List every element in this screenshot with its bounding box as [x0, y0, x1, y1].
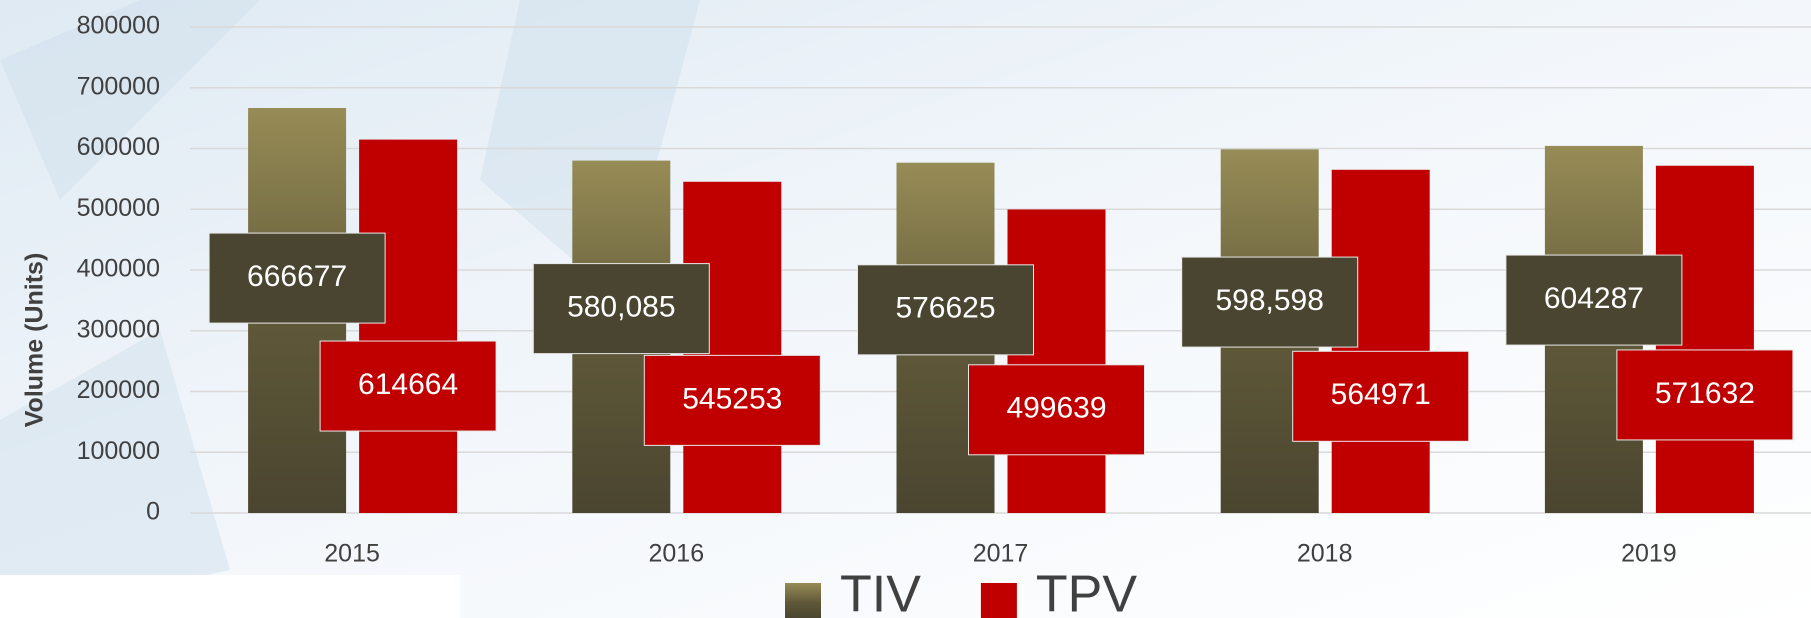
- y-tick-label: 800000: [77, 12, 160, 40]
- data-label: 571632: [1655, 377, 1755, 410]
- data-label: 576625: [895, 292, 995, 325]
- data-label: 545253: [682, 382, 782, 415]
- y-tick-label: 100000: [77, 437, 160, 465]
- data-label: 666677: [247, 260, 347, 293]
- data-label: 580,085: [567, 291, 675, 324]
- background-panel: [0, 575, 460, 618]
- data-label: 614664: [358, 368, 458, 401]
- y-tick-label: 700000: [77, 72, 160, 100]
- bar: [359, 139, 458, 513]
- x-tick-label: 2019: [1621, 540, 1677, 568]
- y-tick-label: 300000: [77, 315, 160, 343]
- data-label-box: [1292, 350, 1470, 442]
- bar: [1007, 209, 1106, 514]
- data-label-box: [319, 340, 497, 432]
- data-label: 499639: [1006, 392, 1106, 425]
- data-label: 604287: [1544, 282, 1644, 315]
- legend-label: TPV: [1036, 566, 1137, 618]
- legend-label: TIV: [840, 566, 921, 618]
- y-tick-label: 400000: [77, 255, 160, 283]
- data-label: 598,598: [1215, 284, 1323, 317]
- y-tick-label: 0: [146, 498, 160, 526]
- legend-swatch: [785, 583, 821, 618]
- data-label-box: [968, 364, 1145, 456]
- x-tick-label: 2015: [324, 540, 380, 568]
- legend-swatch: [980, 583, 1017, 618]
- x-tick-label: 2016: [648, 540, 704, 568]
- y-tick-label: 500000: [77, 194, 160, 222]
- background-shape: [0, 0, 700, 618]
- y-tick-label: 600000: [77, 133, 160, 161]
- data-label-box: [208, 232, 386, 324]
- data-label-box: [532, 263, 710, 355]
- data-label-box: [1616, 349, 1794, 441]
- y-axis-title: Volume (Units): [21, 253, 49, 428]
- data-label-box: [1505, 254, 1683, 346]
- x-tick-label: 2018: [1297, 540, 1353, 568]
- data-label: 564971: [1331, 378, 1431, 411]
- data-label-box: [643, 354, 821, 446]
- data-label-box: [857, 264, 1034, 356]
- y-tick-label: 200000: [77, 376, 160, 404]
- x-tick-label: 2017: [973, 540, 1029, 568]
- data-label-box: [1181, 256, 1359, 348]
